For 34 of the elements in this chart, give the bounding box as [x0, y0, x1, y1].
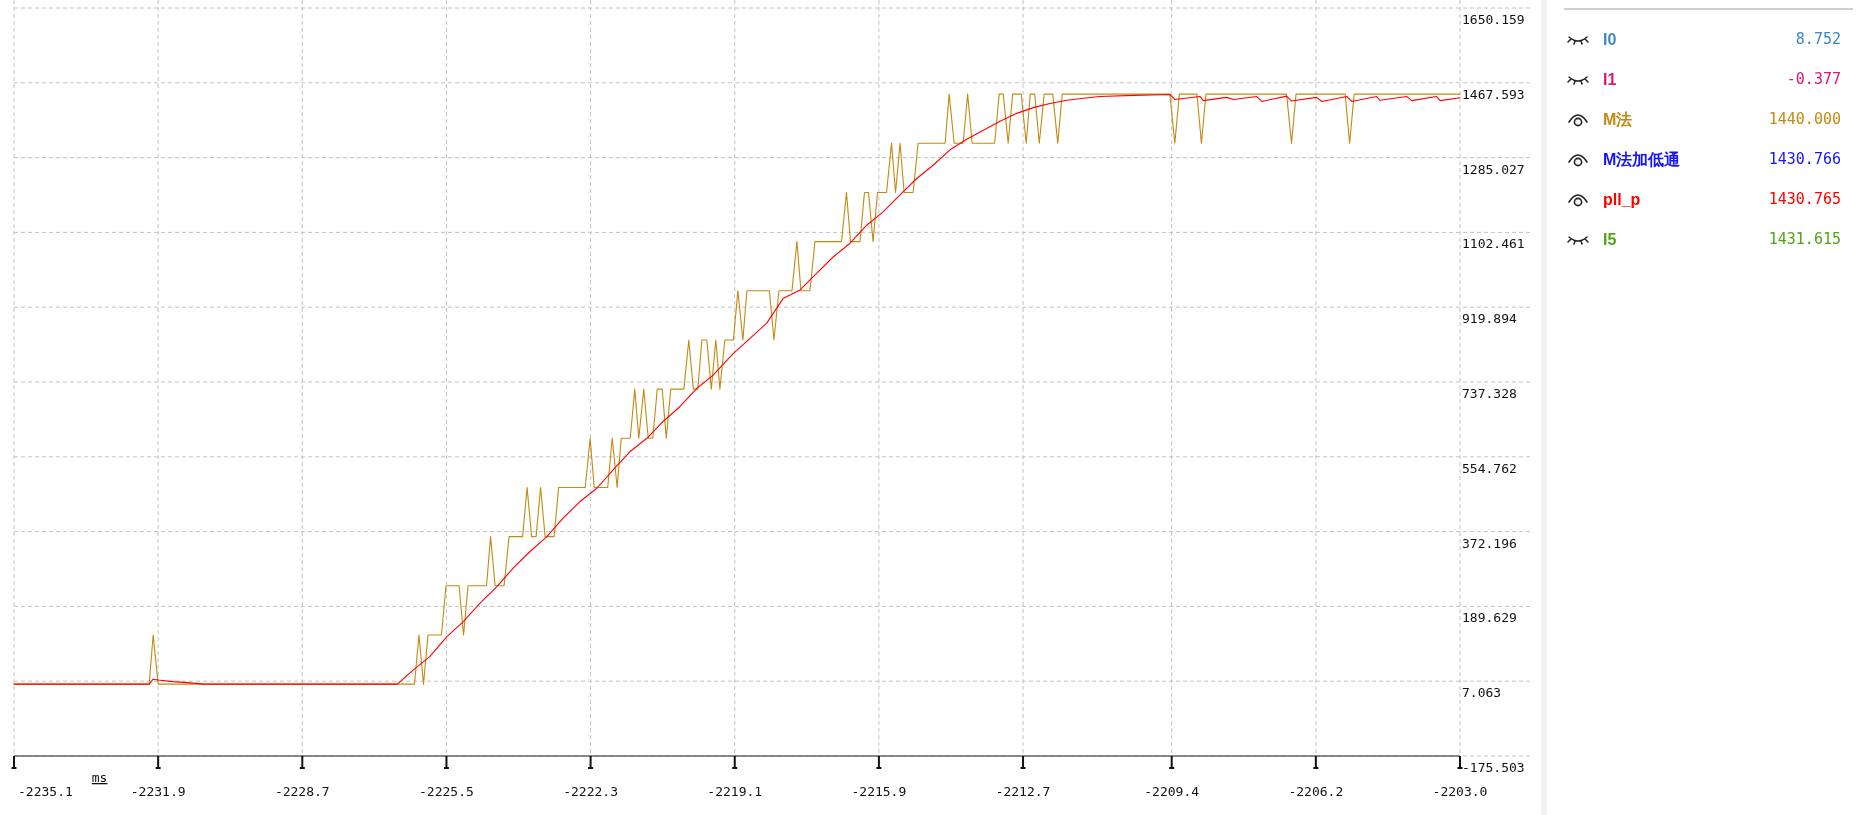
x-tick-label: -2215.9 — [851, 784, 907, 799]
x-tick-label: -2222.3 — [563, 784, 618, 799]
y-tick-label: 737.328 — [1462, 386, 1517, 401]
y-tick-label: 7.063 — [1462, 685, 1502, 701]
text: 8.752 — [1795, 30, 1841, 48]
x-tick-label: -2225.5 — [419, 784, 474, 799]
category-label: I5 — [1603, 231, 1617, 248]
category-label: M法加低通 — [1603, 151, 1682, 168]
text: 1431.615 — [1768, 230, 1841, 248]
category-label: M法 — [1603, 111, 1633, 128]
x-tick-label: -2212.7 — [995, 784, 1051, 799]
category-label: pll_p — [1603, 191, 1641, 208]
x-tick-label: -2219.1 — [707, 784, 763, 799]
text: -0.377 — [1786, 70, 1841, 88]
text: 1440.000 — [1768, 110, 1841, 128]
y-tick-label: 1650.159 — [1462, 12, 1525, 27]
x-tick-label: -2206.2 — [1288, 784, 1344, 799]
y-tick-label: -175.503 — [1462, 760, 1525, 775]
y-tick-label: 919.894 — [1462, 311, 1517, 327]
y-tick-label: 189.629 — [1462, 610, 1517, 626]
category-label: I1 — [1603, 71, 1617, 88]
y-tick-label: 1467.593 — [1462, 86, 1525, 102]
y-tick-label: 372.196 — [1462, 535, 1517, 551]
x-tick-label: -2203.0 — [1432, 784, 1488, 799]
text: 1430.765 — [1768, 190, 1841, 208]
x-tick-label: -2235.1 — [18, 784, 73, 799]
x-tick-label: -2209.4 — [1144, 784, 1200, 799]
category-label: I0 — [1603, 31, 1617, 48]
y-tick-label: 554.762 — [1462, 460, 1517, 476]
text: 1430.766 — [1768, 150, 1841, 168]
y-tick-label: 1102.461 — [1462, 236, 1525, 252]
x-tick-label: -2228.7 — [274, 784, 330, 799]
x-tick-label: -2231.9 — [130, 784, 186, 799]
y-tick-label: 1285.027 — [1462, 161, 1525, 177]
